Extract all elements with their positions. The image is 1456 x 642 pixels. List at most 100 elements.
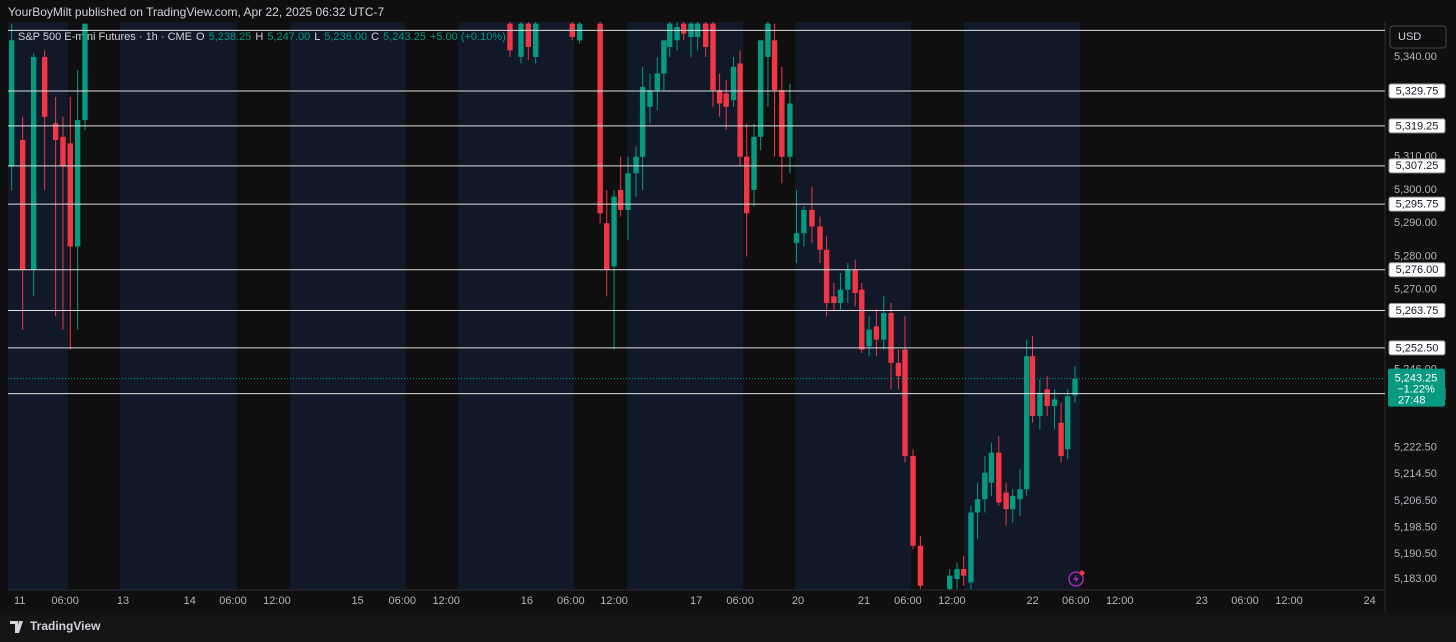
candle-body	[82, 23, 88, 121]
legend-key: H	[255, 31, 263, 43]
level-label: 5,263.75	[1396, 305, 1439, 317]
candle-body	[1072, 378, 1078, 396]
candle-body	[518, 23, 524, 57]
candle-body	[674, 26, 680, 41]
candle-body	[1029, 356, 1036, 417]
candle-body	[743, 156, 750, 214]
last-price-label: 5,243.25	[1395, 373, 1438, 385]
candle-body	[974, 499, 981, 513]
x-tick-label: 06:00	[1231, 595, 1259, 607]
level-label-box	[1388, 118, 1446, 134]
x-tick-label: 24	[1363, 595, 1375, 607]
y-tick-label: 5,190.50	[1394, 548, 1437, 560]
candle-body	[532, 23, 539, 57]
candle-body	[873, 326, 880, 340]
candle-body	[525, 23, 532, 47]
candle-body	[30, 56, 37, 270]
candle-body	[954, 569, 960, 580]
currency: USD	[1398, 31, 1421, 43]
candle-body	[765, 23, 771, 57]
x-tick-label: 21	[858, 595, 870, 607]
legend-key: O	[196, 31, 205, 43]
candle-body	[895, 362, 902, 377]
candle-body	[730, 66, 737, 101]
candle-body	[647, 90, 653, 107]
y-tick-label: 5,198.50	[1394, 521, 1437, 533]
x-tick-label: 16	[521, 595, 533, 607]
level-label-box	[1388, 196, 1446, 212]
x-tick-label: 15	[351, 595, 363, 607]
currency-box	[1389, 25, 1447, 49]
candle-body	[996, 452, 1002, 503]
level-label: 5,329.75	[1396, 85, 1439, 97]
footer	[0, 612, 1456, 642]
candle-body	[8, 40, 15, 167]
candle-body	[817, 226, 823, 250]
level-label: 5,252.50	[1396, 342, 1439, 354]
x-tick-label: 22	[1026, 595, 1038, 607]
x-tick-label: 12:00	[263, 595, 291, 607]
candle-body	[888, 312, 894, 363]
candle-body	[661, 40, 667, 74]
x-tick-label: 06:00	[219, 595, 247, 607]
last-price-box	[1388, 368, 1445, 407]
candle-body	[611, 196, 617, 267]
y-tick-label: 5,214.50	[1394, 468, 1437, 480]
candle-body	[702, 23, 709, 47]
x-tick-label: 06:00	[389, 595, 417, 607]
candle-body	[831, 296, 837, 304]
y-tick-label: 5,300.00	[1394, 184, 1437, 196]
y-tick-label: 5,206.50	[1394, 495, 1437, 507]
candle-body	[1051, 399, 1058, 407]
candle-body	[617, 189, 624, 210]
candle-body	[74, 120, 81, 247]
y-tick-label: 5,222.50	[1394, 442, 1437, 454]
countdown: 27:48	[1398, 395, 1426, 407]
legend-key: C	[371, 31, 379, 43]
level-label: 5,307.25	[1396, 160, 1439, 172]
x-tick-label: 12:00	[1106, 595, 1134, 607]
candle-body	[667, 23, 673, 47]
x-tick-label: 06:00	[1062, 595, 1090, 607]
candle-body	[507, 23, 513, 51]
candle-body	[1064, 396, 1071, 450]
candle-body	[604, 223, 610, 270]
candle-body	[1023, 356, 1030, 490]
candle-body	[881, 312, 887, 340]
y-tick-label: 5,280.00	[1394, 250, 1437, 262]
y-tick-label: 5,270.00	[1394, 284, 1437, 296]
candle-body	[809, 209, 815, 227]
candle-body	[680, 23, 687, 34]
x-tick-label: 11	[14, 595, 25, 607]
candle-body	[625, 173, 631, 210]
candle-body	[710, 23, 716, 91]
candle-body	[1010, 495, 1016, 510]
candle-body	[982, 472, 988, 500]
legend-title: S&P 500 E-mini Futures · 1h · CME	[18, 31, 192, 43]
candle-body	[968, 512, 974, 583]
candle-body	[576, 23, 583, 41]
y-tick-label: 5,340.00	[1394, 51, 1437, 63]
x-tick-label: 12:00	[432, 595, 460, 607]
candle-body	[1037, 392, 1043, 417]
candle-body	[19, 140, 26, 270]
candle-body	[793, 233, 800, 244]
legend-value: 5,243.25	[383, 31, 426, 43]
candle-body	[902, 349, 908, 456]
candle-body	[654, 73, 660, 91]
candle-body	[771, 40, 778, 91]
candle-body	[633, 156, 639, 174]
candle-body	[737, 63, 743, 157]
x-tick-label: 20	[792, 595, 804, 607]
x-tick-label: 06:00	[894, 595, 922, 607]
candle-body	[845, 269, 851, 290]
candle-body	[1058, 422, 1064, 456]
candle-body	[801, 209, 807, 234]
x-tick-label: 06:00	[726, 595, 754, 607]
candle-body	[779, 90, 785, 157]
x-tick-label: 06:00	[557, 595, 585, 607]
candle-body	[52, 123, 59, 141]
x-tick-label: 12:00	[600, 595, 628, 607]
brand: TradingView	[30, 619, 101, 633]
